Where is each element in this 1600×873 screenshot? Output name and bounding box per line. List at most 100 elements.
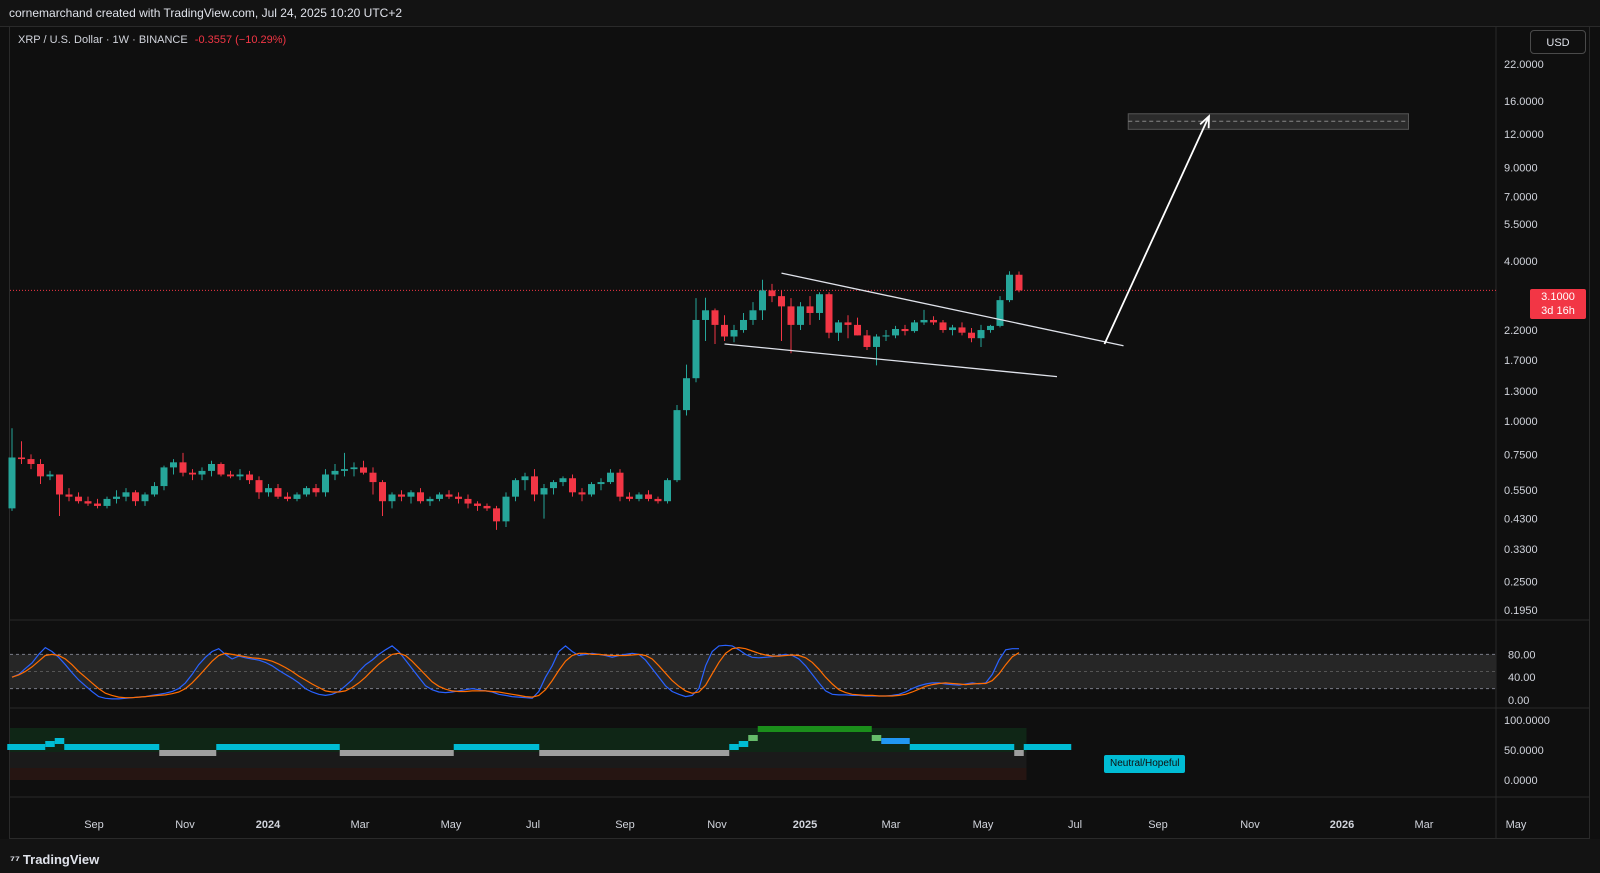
candle-body: [863, 335, 871, 347]
candle-body: [673, 410, 681, 481]
candle-body: [550, 482, 557, 489]
price-tick-label: 5.5000: [1504, 219, 1538, 231]
candle-body: [426, 498, 434, 502]
candle-body: [132, 492, 139, 502]
candle-body: [930, 319, 937, 323]
sentiment-tick-label: 50.0000: [1504, 745, 1544, 757]
sentiment-bar: [757, 726, 872, 732]
candle-body: [217, 463, 225, 475]
sentiment-bar: [909, 744, 1015, 750]
tradingview-logo[interactable]: ⁷⁷ TradingView: [10, 852, 99, 867]
candle-body: [778, 296, 785, 307]
candle-body: [854, 324, 861, 336]
candle-body: [8, 457, 16, 509]
time-tick-label: Sep: [84, 819, 104, 831]
candle-body: [198, 470, 206, 475]
symbol-legend[interactable]: XRP / U.S. Dollar · 1W · BINANCE -0.3557…: [18, 34, 286, 46]
sentiment-bar: [1014, 750, 1024, 756]
candle-body: [274, 488, 282, 497]
time-tick-label: Jul: [1068, 819, 1082, 831]
candle-body: [920, 319, 928, 323]
brand-name: TradingView: [22, 852, 100, 867]
footer-bar: ⁷⁷ TradingView: [0, 839, 1600, 873]
price-tick-label: 22.0000: [1504, 59, 1544, 71]
sentiment-bar: [738, 741, 749, 747]
sentiment-bar: [339, 750, 454, 756]
candle-body: [455, 496, 462, 499]
candle-body: [37, 463, 44, 477]
sentiment-bar: [54, 738, 65, 744]
candle-body: [540, 488, 548, 495]
price-tick-label: 2.2000: [1504, 325, 1538, 337]
candle-body: [331, 470, 339, 475]
time-tick-label: Mar: [882, 819, 901, 831]
candle-body: [322, 474, 329, 493]
price-tick-label: 16.0000: [1504, 96, 1544, 108]
candle-body: [901, 328, 909, 332]
candle-body: [569, 478, 576, 493]
price-tick-label: 0.5500: [1504, 485, 1538, 497]
candle-body: [483, 505, 491, 509]
candle-body: [683, 378, 690, 411]
candle-body: [806, 306, 814, 313]
candle-body: [284, 496, 291, 499]
candle-body: [103, 498, 111, 506]
currency-button[interactable]: USD: [1530, 30, 1586, 54]
price-tick-label: 0.4300: [1504, 514, 1538, 526]
candle-body: [749, 310, 757, 320]
sentiment-bar: [64, 744, 160, 750]
stoch-tick-label: 40.00: [1508, 672, 1536, 684]
candle-body: [474, 503, 481, 506]
candle-body: [968, 332, 975, 339]
candle-body: [208, 463, 215, 471]
price-tick-label: 1.0000: [1504, 416, 1538, 428]
candle-body: [75, 496, 82, 502]
chart-canvas[interactable]: 22.0000 16.0000 12.0000 9.0000 7.0000 5.5000 4…: [0, 0, 1600, 839]
stoch-tick-label: 0.00: [1508, 695, 1529, 707]
candle-body: [312, 488, 320, 493]
candle-body: [227, 474, 234, 477]
chart-frame: [9, 26, 1590, 839]
time-tick-label: Jul: [526, 819, 540, 831]
candle-body: [626, 496, 633, 499]
candle-body: [578, 492, 586, 495]
candle-body: [958, 327, 966, 333]
projection-arrow-head: [1199, 114, 1210, 129]
time-tick-label: Mar: [1415, 819, 1434, 831]
candle-body: [18, 457, 25, 460]
sentiment-bar: [453, 744, 540, 750]
candle-body: [1015, 274, 1023, 291]
time-tick-label: Nov: [707, 819, 727, 831]
candle-body: [151, 486, 158, 495]
candle-body: [949, 327, 956, 331]
candle-body: [388, 494, 396, 502]
price-tick-label: 1.7000: [1504, 355, 1538, 367]
symbol-name: XRP / U.S. Dollar · 1W · BINANCE: [18, 34, 188, 46]
trendline-lower: [724, 343, 1058, 378]
price-tick-label: 0.7500: [1504, 449, 1538, 461]
candle-body: [987, 325, 994, 331]
candle-body: [645, 494, 652, 499]
sentiment-bg-neutral: [10, 752, 1027, 768]
price-tick-label: 1.3000: [1504, 386, 1538, 398]
candle-body: [341, 469, 348, 471]
candle-body: [417, 492, 424, 502]
time-tick-label: Nov: [1240, 819, 1260, 831]
price-tick-label: 0.3300: [1504, 544, 1538, 556]
stoch-tick-label: 80.00: [1508, 649, 1536, 661]
sentiment-bar: [729, 744, 739, 750]
stoch-k-line: [11, 644, 1019, 700]
sentiment-bar: [159, 750, 217, 756]
candle-body: [873, 336, 880, 347]
candle-body: [236, 474, 244, 477]
time-tick-label: 2026: [1330, 819, 1354, 831]
candle-body: [996, 300, 1004, 326]
candle-body: [816, 294, 823, 313]
time-tick-label: Sep: [1148, 819, 1168, 831]
time-tick-label: Sep: [615, 819, 635, 831]
candle-body: [398, 494, 405, 497]
candle-body: [559, 478, 567, 483]
candle-body: [512, 480, 519, 497]
sentiment-bar: [1023, 744, 1072, 750]
candle-body: [246, 474, 253, 481]
